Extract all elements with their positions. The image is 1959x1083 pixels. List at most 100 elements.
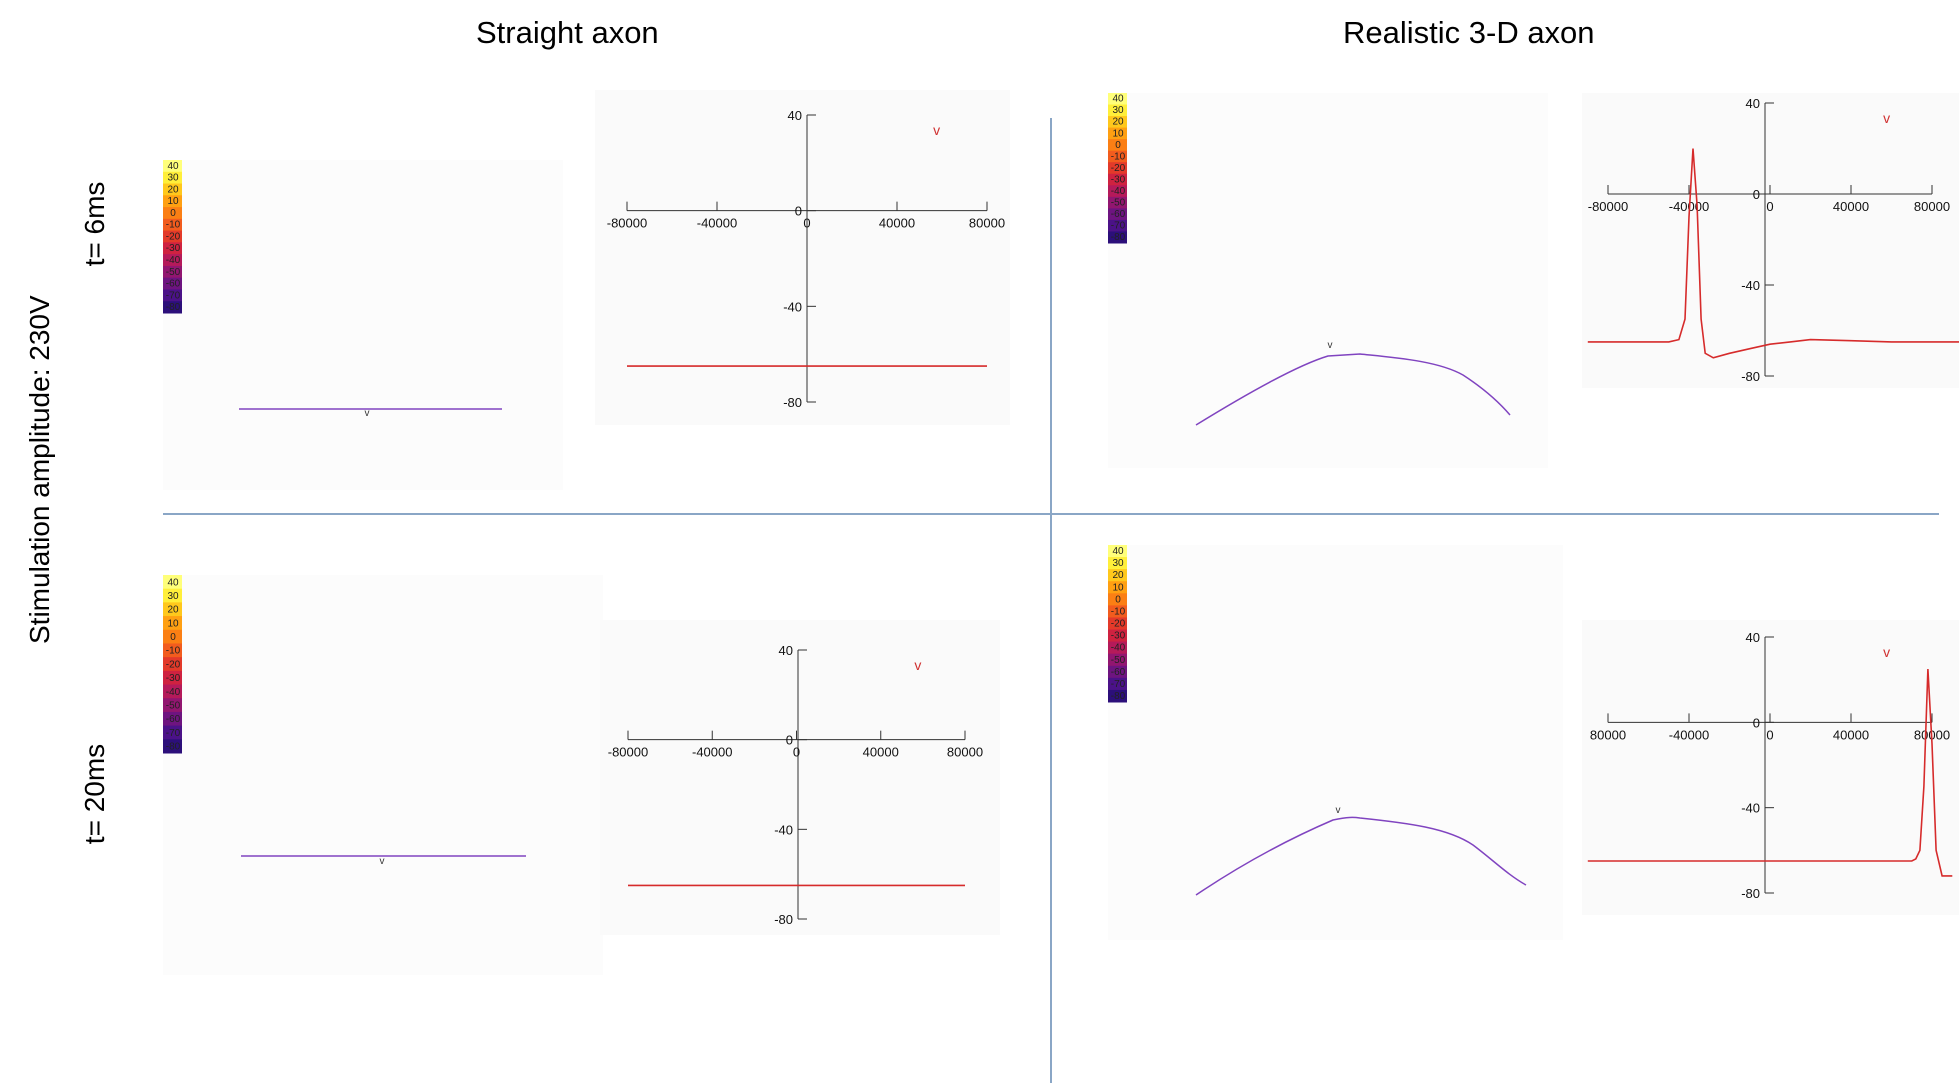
colorbar-swatch xyxy=(1108,665,1127,679)
colorbar-label: 20 xyxy=(1112,570,1124,581)
y-tick-label: 0 xyxy=(1753,715,1760,730)
colorbar-label: -30 xyxy=(1111,631,1126,642)
colorbar-swatch xyxy=(163,739,182,754)
colorbar-label: -20 xyxy=(166,659,181,670)
colorbar-label: 30 xyxy=(1112,558,1124,569)
colorbar-swatch xyxy=(163,218,182,232)
colorbar-swatch xyxy=(163,289,182,302)
colorbar-label: -30 xyxy=(1111,174,1126,185)
x-tick-label: 40000 xyxy=(863,745,899,760)
axon-shape xyxy=(1195,816,1527,896)
colorbar-label: -80 xyxy=(166,302,181,313)
x-tick-label: -40000 xyxy=(692,745,732,760)
colorbar-swatch xyxy=(163,265,182,279)
x-tick-label: 40000 xyxy=(1833,199,1869,214)
colorbar-swatch xyxy=(1108,617,1127,631)
colorbar-label: 40 xyxy=(1112,94,1124,105)
series-label: v xyxy=(933,122,940,138)
colorbar-label: 10 xyxy=(167,196,179,207)
shape-v-label: v xyxy=(1328,340,1333,351)
colorbar-swatch xyxy=(1108,104,1127,117)
colorbar-label: 0 xyxy=(1115,594,1121,605)
shape-window-realistic-20ms: 40 30 20 10 0 -10 -20 -30 -40 -50 -60 -70 -80 v xyxy=(1108,545,1563,940)
colorbar-swatch xyxy=(1108,139,1127,152)
y-tick-label: -80 xyxy=(1741,369,1760,384)
colorbar-label: -20 xyxy=(166,231,181,242)
colorbar-swatch xyxy=(1108,185,1127,198)
colorbar-label: 0 xyxy=(170,208,176,219)
colorbar-swatch xyxy=(1108,569,1127,582)
colorbar-label: 40 xyxy=(167,577,179,588)
colorbar-swatch xyxy=(1108,93,1127,106)
x-tick-label: 0 xyxy=(1766,727,1773,742)
colorbar-swatch xyxy=(1108,641,1127,655)
colorbar-label: -10 xyxy=(166,220,181,231)
x-tick-label: -40000 xyxy=(1669,727,1709,742)
colorbar-swatch xyxy=(1108,653,1127,667)
colorbar-label: 10 xyxy=(1112,582,1124,593)
vertical-divider xyxy=(1050,118,1052,1083)
colorbar-swatch xyxy=(163,670,182,686)
colorbar-label: -80 xyxy=(166,742,181,753)
colorbar-label: 30 xyxy=(167,173,179,184)
x-tick-label: 40000 xyxy=(879,216,915,231)
colorbar-label: -10 xyxy=(1111,606,1126,617)
colorbar-label: -10 xyxy=(1111,151,1126,162)
y-tick-label: 40 xyxy=(779,643,793,658)
colorbar-label: -70 xyxy=(1111,221,1126,232)
shape-window-realistic-6ms: 40 30 20 10 0 -10 -20 -30 -40 -50 -60 -70 -80 v xyxy=(1108,93,1548,468)
plot-window-straight-6ms: -80000 -40000 0 40000 80000 40 0 -40 -80 v xyxy=(595,90,1010,425)
colorbar-swatch xyxy=(163,588,182,603)
colorbar-label: -60 xyxy=(1111,667,1126,678)
colorbar-label: -50 xyxy=(1111,655,1126,666)
x-tick-label: 0 xyxy=(793,745,800,760)
colorbar-swatch xyxy=(163,629,182,644)
colorbar-label: -60 xyxy=(1111,209,1126,220)
colorbar-label: -80 xyxy=(1111,232,1126,243)
colorbar-label: -40 xyxy=(1111,643,1126,654)
column-title-straight: Straight axon xyxy=(476,15,659,50)
horizontal-divider xyxy=(163,513,1939,515)
colorbar-swatch xyxy=(163,698,182,713)
x-tick-label: 80000 xyxy=(947,745,983,760)
x-tick-label: 0 xyxy=(1766,199,1773,214)
y-tick-label: 40 xyxy=(1746,96,1760,111)
colorbar-swatch xyxy=(1108,127,1127,140)
colorbar-swatch xyxy=(163,602,182,617)
colorbar-swatch xyxy=(163,643,182,658)
colorbar-swatch xyxy=(163,725,182,740)
colorbar-swatch xyxy=(163,160,182,173)
x-tick-label: -40000 xyxy=(697,216,737,231)
colorbar-label: 40 xyxy=(167,161,179,172)
colorbar-label: 20 xyxy=(1112,117,1124,128)
y-tick-label: 0 xyxy=(795,204,802,219)
colorbar-label: -30 xyxy=(166,243,181,254)
series-label: v xyxy=(1883,644,1890,660)
shape-v-label: v xyxy=(365,408,370,419)
x-tick-label: 80000 xyxy=(1590,727,1626,742)
y-tick-label: 40 xyxy=(1746,630,1760,645)
colorbar-label: -50 xyxy=(166,701,181,712)
colorbar-label: -30 xyxy=(166,673,181,684)
colorbar-swatch xyxy=(163,277,182,290)
colorbar-swatch xyxy=(1108,545,1127,558)
colorbar-swatch xyxy=(1108,557,1127,570)
colorbar-swatch xyxy=(1108,162,1127,175)
x-tick-label: 80000 xyxy=(969,216,1005,231)
colorbar-swatch xyxy=(163,684,182,699)
x-tick-label: 80000 xyxy=(1914,199,1950,214)
colorbar-label: 30 xyxy=(1112,105,1124,116)
column-title-realistic: Realistic 3-D axon xyxy=(1343,15,1595,50)
colorbar-label: -70 xyxy=(166,290,181,301)
colorbar-swatch xyxy=(163,254,182,267)
shape-v-label: v xyxy=(380,856,385,867)
colorbar-label: 10 xyxy=(1112,128,1124,139)
colorbar-swatch xyxy=(1108,208,1127,221)
y-tick-label: 0 xyxy=(786,733,793,748)
colorbar-swatch xyxy=(163,242,182,255)
time-label-6ms: t= 6ms xyxy=(79,181,110,267)
